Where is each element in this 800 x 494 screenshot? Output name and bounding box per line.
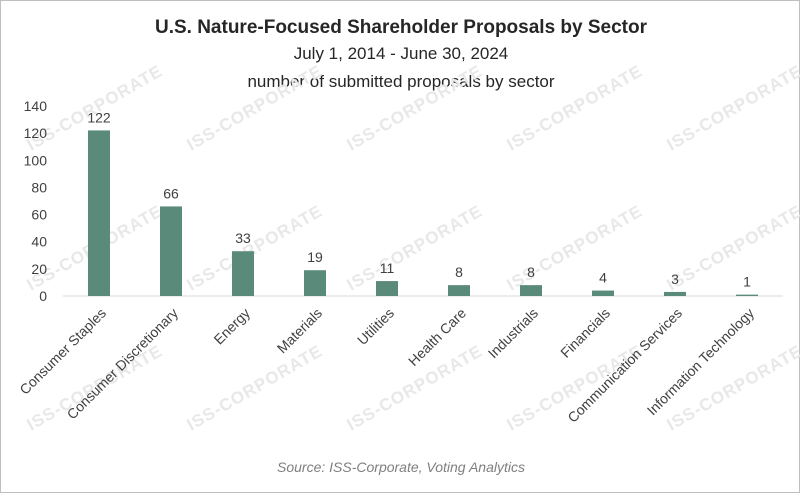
watermark: ISS-CORPORATE (184, 341, 326, 434)
x-tick-label: Utilities (354, 305, 397, 348)
data-label: 3 (671, 271, 679, 287)
bar (376, 281, 398, 296)
y-tick-label: 80 (31, 179, 47, 195)
watermark: ISS-CORPORATE (664, 201, 800, 294)
y-tick-label: 0 (39, 288, 47, 304)
data-label: 8 (455, 264, 463, 280)
bar (448, 285, 470, 296)
data-label: 4 (599, 270, 607, 286)
bar (88, 130, 110, 296)
y-tick-label: 140 (24, 98, 48, 114)
y-tick-label: 100 (24, 152, 48, 168)
data-label: 33 (235, 230, 251, 246)
watermark: ISS-CORPORATE (344, 201, 486, 294)
source-note: Source: ISS-Corporate, Voting Analytics (1, 459, 800, 475)
data-label: 1 (743, 274, 751, 290)
data-label: 19 (307, 249, 323, 265)
bar (232, 251, 254, 296)
watermark: ISS-CORPORATE (504, 201, 646, 294)
bar (736, 295, 758, 296)
bar (592, 291, 614, 296)
bar (664, 292, 686, 296)
y-tick-label: 60 (31, 207, 47, 223)
data-label: 11 (380, 260, 395, 276)
y-tick-label: 40 (31, 234, 47, 250)
x-tick-label: Energy (210, 305, 253, 348)
data-label: 122 (87, 109, 111, 125)
bar (520, 285, 542, 296)
watermark: ISS-CORPORATE (184, 61, 326, 154)
watermark: ISS-CORPORATE (504, 61, 646, 154)
bar (304, 270, 326, 296)
x-tick-label: Financials (557, 305, 613, 361)
data-label: 8 (527, 264, 535, 280)
y-tick-label: 120 (24, 125, 48, 141)
watermark: ISS-CORPORATE (664, 61, 800, 154)
watermark: ISS-CORPORATE (344, 61, 486, 154)
x-tick-label: Industrials (485, 305, 541, 361)
data-label: 66 (163, 185, 179, 201)
bar (160, 206, 182, 296)
y-tick-label: 20 (31, 261, 47, 277)
